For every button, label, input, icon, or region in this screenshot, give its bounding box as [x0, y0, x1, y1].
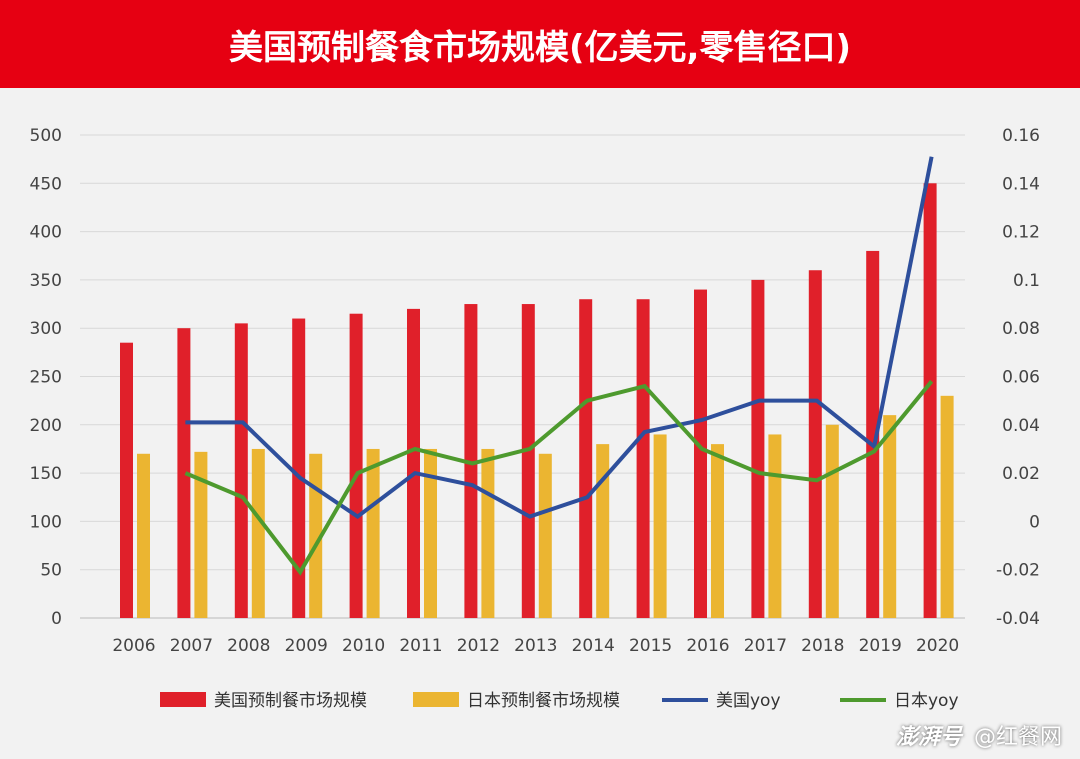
bar-japan — [768, 434, 782, 618]
bar-us — [808, 270, 822, 618]
x-tick-label: 2011 — [399, 636, 442, 656]
right-tick-label: 0 — [1029, 512, 1040, 532]
bar-us — [234, 323, 248, 618]
bar-japan — [137, 453, 150, 618]
left-tick-label: 350 — [30, 271, 62, 291]
right-tick-label: 0.1 — [1013, 271, 1040, 291]
bar-japan — [940, 395, 954, 618]
legend-swatch — [413, 692, 459, 707]
x-tick-label: 2018 — [801, 636, 844, 656]
chart-title-banner: 美国预制餐食市场规模(亿美元,零售径口) — [0, 0, 1080, 88]
chart-title: 美国预制餐食市场规模(亿美元,零售径口) — [229, 27, 851, 68]
legend-label: 日本yoy — [894, 691, 959, 711]
bar-japan — [481, 448, 495, 618]
bar-us — [521, 304, 535, 618]
left-tick-label: 100 — [30, 512, 62, 532]
x-tick-label: 2015 — [629, 636, 672, 656]
bar-japan — [711, 444, 724, 618]
legend-label: 日本预制餐市场规模 — [467, 691, 620, 711]
right-tick-label: 0.14 — [1002, 174, 1040, 194]
line-japan-yoy — [184, 380, 934, 576]
x-tick-label: 2014 — [572, 636, 615, 656]
right-tick-label: 0.06 — [1002, 368, 1040, 388]
right-tick-label: 0.16 — [1002, 126, 1040, 146]
right-tick-label: 0.12 — [1002, 223, 1040, 243]
left-tick-label: 0 — [51, 609, 62, 629]
x-tick-label: 2010 — [342, 636, 385, 656]
bar-us — [349, 313, 363, 618]
left-tick-label: 300 — [30, 319, 62, 339]
bar-us — [636, 299, 650, 618]
bar-japan — [825, 424, 839, 618]
x-tick-label: 2019 — [859, 636, 902, 656]
legend-swatch — [160, 692, 206, 707]
bar-japan — [251, 448, 265, 618]
footer-account: @红餐网 — [973, 725, 1062, 750]
bar-us — [923, 183, 937, 619]
right-tick-label: -0.02 — [996, 561, 1040, 581]
right-tick-label: 0.02 — [1002, 464, 1040, 484]
x-tick-label: 2013 — [514, 636, 557, 656]
legend-label: 美国预制餐市场规模 — [214, 691, 367, 711]
bar-japan — [653, 434, 667, 618]
x-tick-label: 2017 — [744, 636, 787, 656]
right-tick-label: -0.04 — [996, 609, 1040, 629]
x-tick-label: 2006 — [112, 636, 155, 656]
x-tick-label: 2009 — [285, 636, 328, 656]
right-tick-label: 0.08 — [1002, 319, 1040, 339]
right-tick-label: 0.04 — [1002, 416, 1040, 436]
footer-source: 澎湃号 — [895, 725, 962, 750]
left-tick-label: 450 — [30, 174, 62, 194]
left-tick-label: 500 — [30, 126, 62, 146]
footer-credit: 澎湃号 @红餐网 — [896, 719, 1062, 751]
bar-japan — [883, 415, 897, 618]
bar-us — [751, 279, 765, 618]
left-tick-label: 250 — [30, 368, 62, 388]
x-tick-label: 2020 — [916, 636, 959, 656]
left-tick-label: 400 — [30, 223, 62, 243]
line-us-yoy — [185, 156, 934, 520]
bar-japan — [309, 453, 323, 618]
legend-label: 美国yoy — [716, 691, 781, 711]
bar-us — [866, 250, 880, 619]
bar-us — [292, 318, 306, 618]
x-tick-label: 2016 — [686, 636, 729, 656]
left-tick-label: 200 — [30, 416, 62, 436]
left-tick-label: 50 — [40, 561, 62, 581]
x-tick-label: 2012 — [457, 636, 500, 656]
bar-japan — [538, 453, 552, 618]
bar-japan — [596, 444, 610, 618]
x-tick-label: 2007 — [170, 636, 213, 656]
bar-japan — [194, 451, 208, 618]
left-tick-label: 150 — [30, 464, 62, 484]
x-tick-label: 2008 — [227, 636, 270, 656]
bar-us — [579, 299, 593, 618]
bar-japan — [424, 448, 437, 618]
bar-us — [694, 289, 707, 618]
bar-us — [407, 308, 420, 618]
bar-us — [177, 328, 191, 618]
bar-us — [120, 342, 133, 618]
bar-japan — [366, 448, 380, 618]
